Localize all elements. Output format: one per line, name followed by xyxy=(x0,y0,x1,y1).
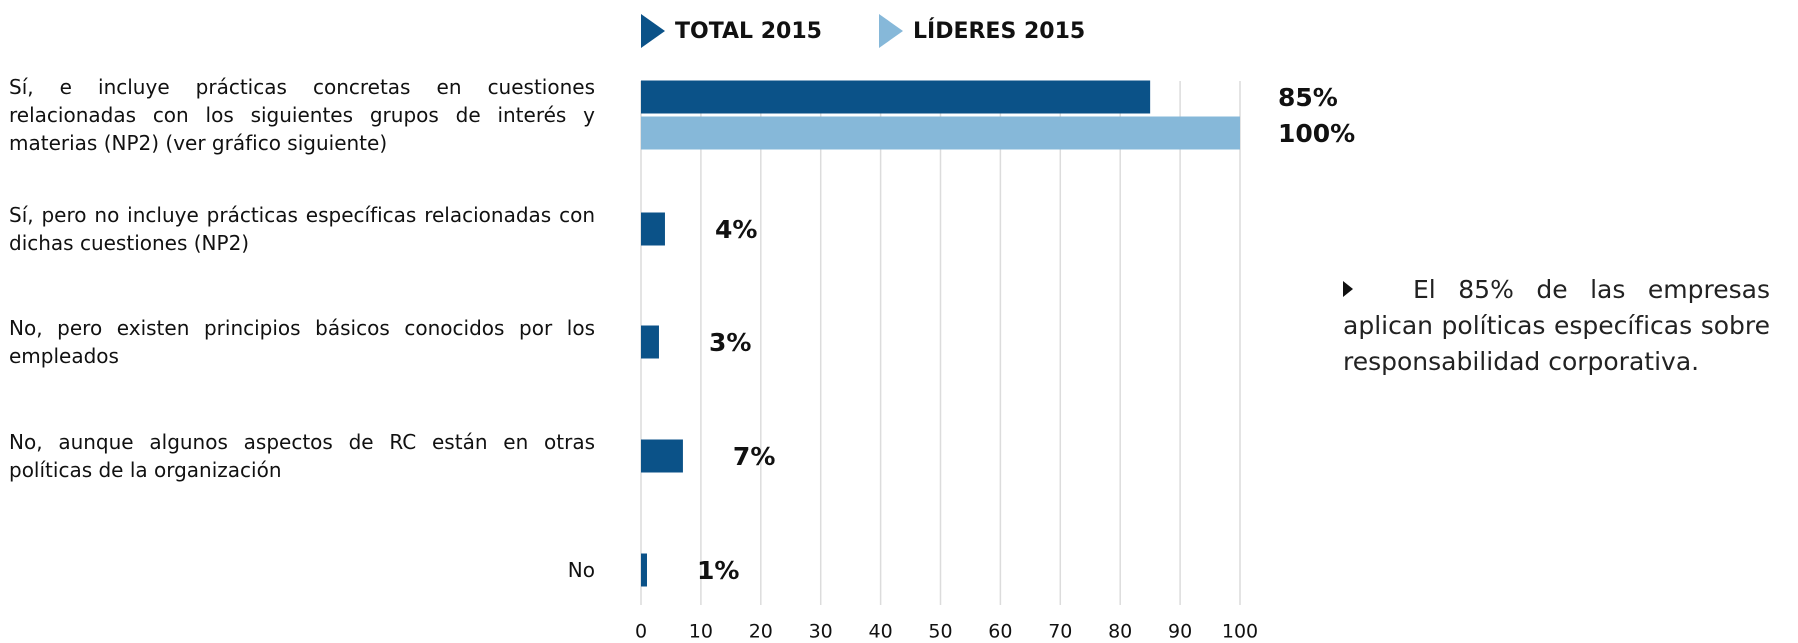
bar xyxy=(641,553,647,587)
legend-marker xyxy=(641,14,665,48)
x-tick-label: 20 xyxy=(749,621,773,643)
category-label: No, aunque algunos aspectos de RC están … xyxy=(9,430,595,482)
x-tick-label: 90 xyxy=(1168,621,1192,643)
x-tick-label: 100 xyxy=(1222,621,1258,643)
legend-label: TOTAL 2015 xyxy=(675,19,822,44)
x-tick-label: 80 xyxy=(1108,621,1132,643)
value-label: 7% xyxy=(733,442,775,471)
x-tick-label: 50 xyxy=(928,621,952,643)
value-label: 100% xyxy=(1278,119,1355,148)
bar xyxy=(641,325,659,359)
value-label: 85% xyxy=(1278,83,1338,112)
x-tick-label: 0 xyxy=(635,621,647,643)
bar xyxy=(641,212,665,246)
bar xyxy=(641,116,1240,150)
category-label: Sí, pero no incluye prácticas específica… xyxy=(9,203,595,255)
bar xyxy=(641,80,1151,114)
value-label: 3% xyxy=(709,328,751,357)
x-tick-label: 30 xyxy=(809,621,833,643)
value-label: 1% xyxy=(697,556,739,585)
x-tick-label: 60 xyxy=(988,621,1012,643)
category-label: Sí, e incluye prácticas concretas en cue… xyxy=(9,75,595,155)
legend-marker xyxy=(879,14,903,48)
legend-label: LÍDERES 2015 xyxy=(913,18,1085,44)
x-tick-label: 70 xyxy=(1048,621,1072,643)
annotation-box: El 85% de las empresas aplican políticas… xyxy=(1343,272,1770,380)
value-label: 4% xyxy=(715,215,757,244)
bar xyxy=(641,439,683,473)
category-label: No xyxy=(567,558,595,582)
x-tick-label: 10 xyxy=(689,621,713,643)
annotation: El 85% de las empresas aplican políticas… xyxy=(1343,275,1770,376)
bullet xyxy=(1343,281,1353,297)
x-tick-label: 40 xyxy=(869,621,893,643)
category-label: No, pero existen principios básicos cono… xyxy=(9,316,595,368)
